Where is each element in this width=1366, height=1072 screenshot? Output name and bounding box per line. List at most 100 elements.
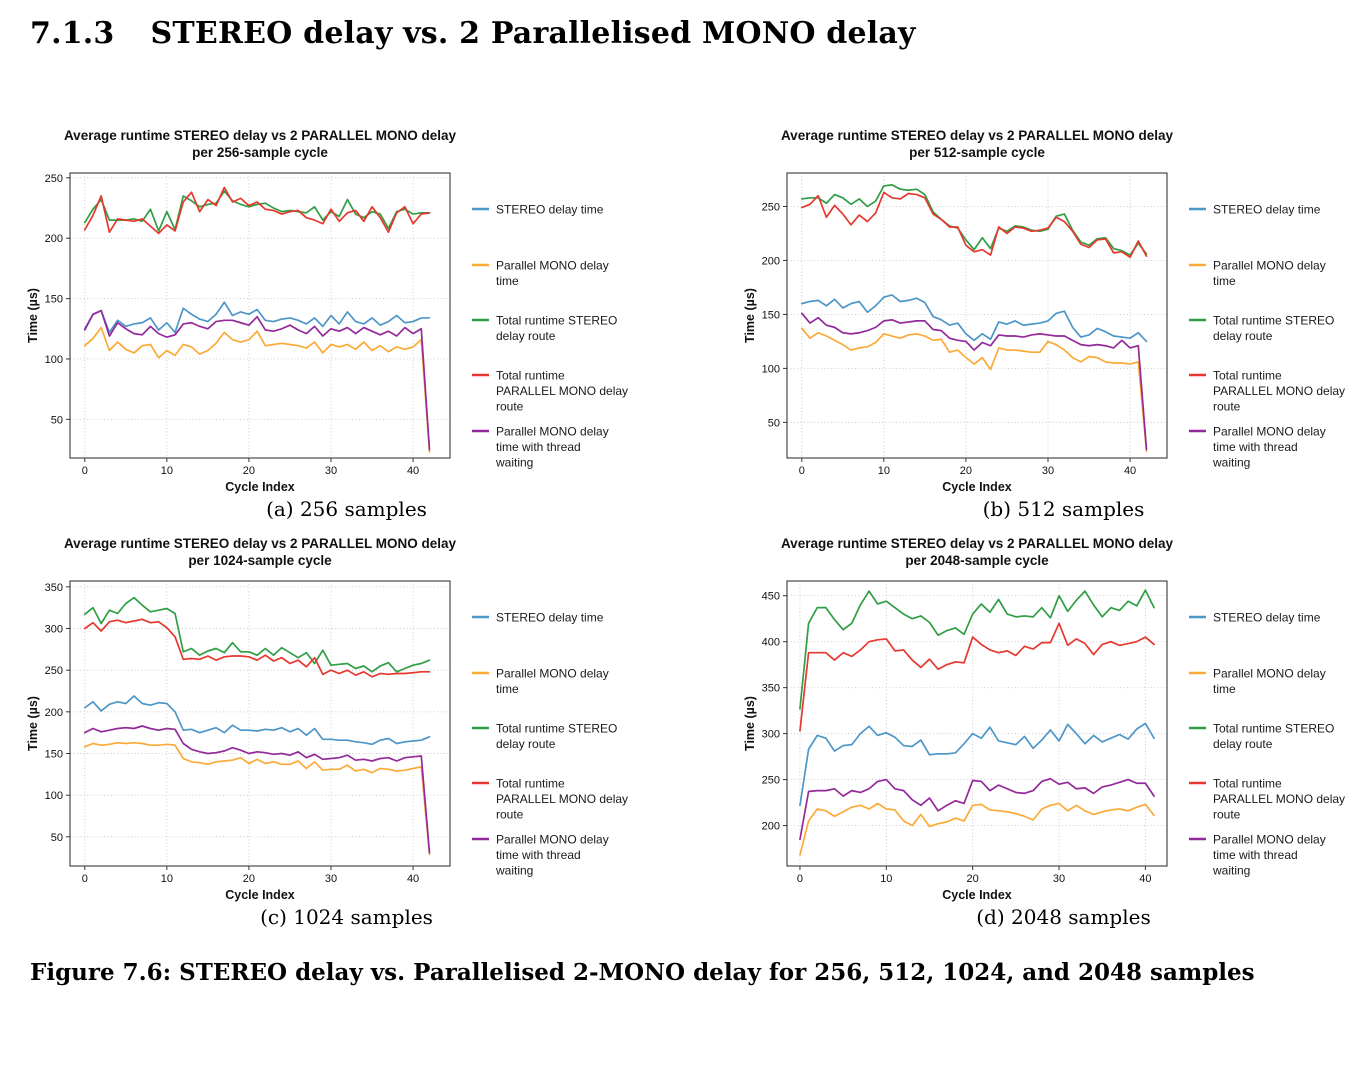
legend-label-line: STEREO delay time	[1213, 611, 1321, 625]
y-tick-label: 200	[762, 821, 780, 833]
series-line-parallel-mono-delay-time-with-thread-waiting	[800, 312, 1148, 451]
legend-label-line: delay route	[1213, 329, 1273, 343]
chart-1024-samples: Average runtime STEREO delay vs 2 PARALL…	[26, 536, 628, 902]
y-tick-label: 100	[45, 354, 63, 366]
x-tick-label: 10	[880, 873, 892, 885]
y-axis-label: Time (µs)	[743, 696, 757, 751]
section-heading: 7.1.3 STEREO delay vs. 2 Parallelised MO…	[30, 16, 1366, 51]
chart-title-line1: Average runtime STEREO delay vs 2 PARALL…	[64, 536, 457, 551]
legend-label-line: time with thread	[496, 848, 581, 862]
legend-label-line: route	[496, 400, 524, 414]
y-tick-label: 100	[45, 790, 63, 802]
legend-label-line: time with thread	[496, 440, 581, 454]
legend-label-line: time with thread	[1213, 848, 1298, 862]
legend-label-line: route	[1213, 808, 1241, 822]
legend-label-line: Parallel MONO delay	[496, 425, 609, 439]
x-tick-label: 10	[161, 873, 173, 885]
figure-caption: Figure 7.6: STEREO delay vs. Parallelise…	[30, 959, 1255, 986]
legend-label-line: delay route	[1213, 737, 1273, 751]
chart-2048-samples: Average runtime STEREO delay vs 2 PARALL…	[743, 536, 1345, 902]
series-line-total-runtime-stereo-delay-route	[83, 190, 431, 232]
y-tick-label: 300	[45, 624, 63, 636]
y-tick-label: 250	[762, 201, 780, 213]
legend-label-line: route	[1213, 400, 1241, 414]
legend-label-line: time	[1213, 274, 1236, 288]
legend-label-line: Parallel MONO delay	[496, 259, 609, 273]
legend-label-line: Total runtime	[1213, 369, 1282, 383]
x-tick-label: 20	[243, 873, 255, 885]
series-line-stereo-delay-time	[83, 695, 431, 746]
legend-label-line: Parallel MONO delay	[1213, 425, 1326, 439]
legend-label-line: STEREO delay time	[1213, 203, 1321, 217]
chart-title-line1: Average runtime STEREO delay vs 2 PARALL…	[781, 536, 1174, 551]
x-axis-label: Cycle Index	[225, 888, 295, 902]
legend-label-line: PARALLEL MONO delay	[1213, 384, 1345, 398]
legend-label-line: Total runtime	[496, 777, 565, 791]
y-axis-label: Time (µs)	[26, 696, 40, 751]
plot-frame	[69, 172, 451, 459]
subfigure-d-caption: (d) 2048 samples	[976, 905, 1151, 929]
subfigure-b-caption: (b) 512 samples	[982, 497, 1145, 521]
legend-label-line: STEREO delay time	[496, 611, 604, 625]
x-axis-label: Cycle Index	[942, 888, 1012, 902]
plot-frame	[69, 580, 451, 867]
series-line-total-runtime-stereo-delay-route	[799, 589, 1155, 710]
x-tick-label: 10	[878, 465, 890, 477]
legend-label-line: Total runtime	[1213, 777, 1282, 791]
series-line-parallel-mono-delay-time	[83, 741, 431, 856]
y-axis-label: Time (µs)	[26, 288, 40, 343]
legend-label-line: Parallel MONO delay	[496, 667, 609, 681]
series-line-total-runtime-parallel-mono-delay-route	[799, 622, 1155, 732]
subfigure-c: Average runtime STEREO delay vs 2 PARALL…	[24, 531, 689, 929]
x-tick-label: 40	[1139, 873, 1151, 885]
y-tick-label: 350	[45, 582, 63, 594]
series-line-total-runtime-parallel-mono-delay-route	[83, 186, 431, 235]
chart-title-line2: per 1024-sample cycle	[188, 553, 332, 568]
x-tick-label: 20	[243, 465, 255, 477]
legend-label-line: Total runtime	[496, 369, 565, 383]
legend-label-line: waiting	[1212, 456, 1250, 470]
x-tick-label: 0	[82, 465, 88, 477]
y-tick-label: 150	[45, 294, 63, 306]
chart-title-line1: Average runtime STEREO delay vs 2 PARALL…	[781, 128, 1174, 143]
plot-frame	[786, 580, 1168, 867]
y-tick-label: 150	[762, 309, 780, 321]
chart-title-line1: Average runtime STEREO delay vs 2 PARALL…	[64, 128, 457, 143]
legend-label-line: Total runtime STEREO	[1213, 314, 1334, 328]
legend-item-stereo-delay-time: STEREO delay time	[472, 611, 604, 625]
y-tick-label: 50	[51, 832, 63, 844]
series-line-total-runtime-parallel-mono-delay-route	[83, 618, 431, 678]
y-tick-label: 200	[762, 255, 780, 267]
y-tick-label: 350	[762, 683, 780, 695]
legend-label-line: waiting	[495, 456, 533, 470]
subfigure-b: Average runtime STEREO delay vs 2 PARALL…	[741, 123, 1366, 521]
legend-label-line: delay route	[496, 329, 556, 343]
legend-label-line: STEREO delay time	[496, 203, 604, 217]
legend-label-line: time	[496, 682, 519, 696]
series-line-parallel-mono-delay-time-with-thread-waiting	[799, 777, 1155, 841]
y-tick-label: 300	[762, 729, 780, 741]
subfigure-a-caption: (a) 256 samples	[266, 497, 427, 521]
series-line-parallel-mono-delay-time-with-thread-waiting	[83, 309, 431, 451]
y-tick-label: 450	[762, 591, 780, 603]
figure-grid: Average runtime STEREO delay vs 2 PARALL…	[24, 123, 1366, 929]
series-line-stereo-delay-time	[799, 722, 1155, 807]
series-line-parallel-mono-delay-time	[800, 327, 1148, 453]
series-line-total-runtime-stereo-delay-route	[800, 184, 1148, 256]
y-tick-label: 250	[762, 775, 780, 787]
x-tick-label: 30	[1053, 873, 1065, 885]
chart-title-line2: per 256-sample cycle	[192, 145, 328, 160]
